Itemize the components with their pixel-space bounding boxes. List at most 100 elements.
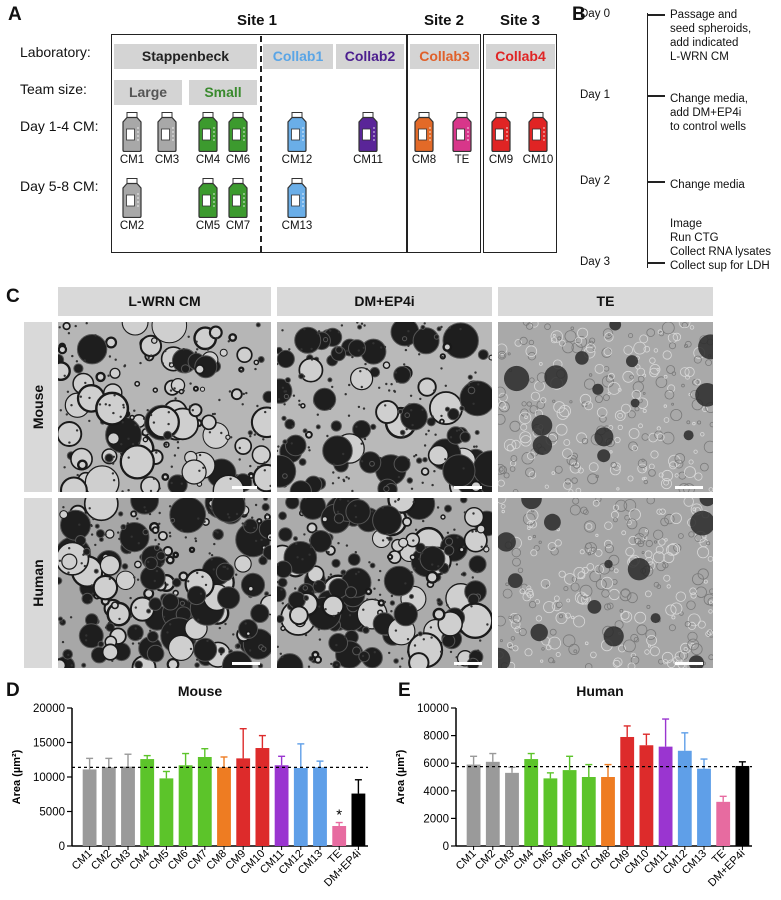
bar xyxy=(466,764,481,846)
lab-stappenbeck: Stappenbeck xyxy=(114,44,257,69)
bar xyxy=(697,768,711,846)
significance-mark: * xyxy=(336,807,342,824)
bar xyxy=(677,750,692,846)
team-small: Small xyxy=(189,80,257,105)
timeline-tick xyxy=(647,14,665,16)
timeline-step: Change media xyxy=(670,179,745,191)
timeline-step: Collect sup for LDH xyxy=(670,260,770,272)
y-tick-label: 8000 xyxy=(423,731,449,743)
timeline-step: L-WRN CM xyxy=(670,51,729,63)
x-tick-label: CM2 xyxy=(89,848,114,873)
site-3-title: Site 3 xyxy=(499,12,541,29)
bottle-label: CM10 xyxy=(522,154,554,166)
bottle-label: CM2 xyxy=(119,220,145,232)
x-tick-label: CM1 xyxy=(70,848,95,873)
bottle-icon xyxy=(157,112,177,152)
bottle-icon xyxy=(287,178,307,218)
x-tick-label: CM8 xyxy=(588,848,613,873)
bottle-icon xyxy=(528,112,548,152)
y-axis-title: Area (µm²) xyxy=(11,749,23,804)
x-tick-label: CM7 xyxy=(569,848,594,873)
timeline-tick xyxy=(647,181,665,183)
micrograph-image xyxy=(277,322,492,492)
x-tick-label: CM6 xyxy=(550,848,575,873)
bottle-label: CM8 xyxy=(411,154,437,166)
team-large: Large xyxy=(114,80,182,105)
x-tick-label: CM5 xyxy=(531,848,556,873)
site-1-divider xyxy=(260,36,262,252)
bottle-icon xyxy=(228,112,248,152)
timeline-day: Day 2 xyxy=(580,175,611,187)
timeline-step: Collect RNA lysates xyxy=(670,246,771,258)
bar xyxy=(159,778,174,846)
micrograph-image xyxy=(58,498,271,668)
x-tick-label: CM1 xyxy=(454,848,479,873)
bar xyxy=(505,772,519,846)
timeline-step: Run CTG xyxy=(670,232,719,244)
bar xyxy=(293,768,308,846)
bottle-label: CM5 xyxy=(195,220,221,232)
row-label-day-1-4: Day 1-4 CM: xyxy=(20,118,99,134)
bar xyxy=(620,736,635,846)
bottle-label: CM12 xyxy=(281,154,313,166)
row-label-laboratory: Laboratory: xyxy=(20,44,91,60)
bar xyxy=(658,746,673,846)
timeline-tick xyxy=(647,95,665,97)
y-tick-label: 5000 xyxy=(39,807,65,819)
lab-collab4: Collab4 xyxy=(486,44,555,69)
bottle-label: CM1 xyxy=(119,154,145,166)
col-header-lwrn: L-WRN CM xyxy=(58,287,271,316)
scale-bar xyxy=(454,662,482,665)
bottle-icon xyxy=(198,112,218,152)
row-label-day-5-8: Day 5-8 CM: xyxy=(20,178,99,194)
bar xyxy=(121,766,135,846)
scale-bar xyxy=(454,486,482,489)
panel-b-letter: B xyxy=(572,4,586,25)
row-header-human: Human xyxy=(24,498,52,668)
col-header-dm-ep4i: DM+EP4i xyxy=(277,287,492,316)
x-tick-label: CM7 xyxy=(185,848,210,873)
bar xyxy=(351,793,366,846)
y-tick-label: 20000 xyxy=(33,703,65,715)
bottle-icon xyxy=(198,178,218,218)
bar xyxy=(255,748,270,846)
bar xyxy=(332,825,347,846)
scale-bar xyxy=(232,486,257,489)
site-1-box xyxy=(111,34,407,253)
site-2-title: Site 2 xyxy=(423,12,465,29)
x-tick-label: DM+EP4i xyxy=(706,848,748,890)
bottle-label: CM11 xyxy=(353,154,383,166)
y-tick-label: 0 xyxy=(59,841,65,853)
timeline-step: add indicated xyxy=(670,37,739,49)
y-tick-label: 10000 xyxy=(33,772,65,784)
bar xyxy=(735,765,750,846)
bottle-label: CM3 xyxy=(154,154,180,166)
bar xyxy=(274,765,289,846)
bottle-icon xyxy=(287,112,307,152)
bar xyxy=(313,767,327,846)
bottle-label: CM9 xyxy=(488,154,514,166)
timeline-step: Passage and xyxy=(670,9,738,21)
bar xyxy=(562,770,577,846)
row-label-team-size: Team size: xyxy=(20,81,87,97)
scale-bar xyxy=(675,486,703,489)
bar xyxy=(601,777,615,846)
bottle-icon xyxy=(452,112,472,152)
x-tick-label: CM3 xyxy=(108,848,133,873)
chart-d-title: Mouse xyxy=(177,683,223,699)
bottle-icon xyxy=(358,112,378,152)
bottle-icon xyxy=(122,178,142,218)
micrograph-image xyxy=(498,322,713,492)
timeline-step: seed spheroids, xyxy=(670,23,752,35)
x-tick-label: CM8 xyxy=(204,848,229,873)
site-1-title: Site 1 xyxy=(236,12,278,29)
bottle-icon xyxy=(414,112,434,152)
micrograph-image xyxy=(498,498,713,668)
bottle-label: CM6 xyxy=(225,154,251,166)
x-tick-label: CM6 xyxy=(166,848,191,873)
lab-collab1: Collab1 xyxy=(263,44,333,69)
bottle-label: CM13 xyxy=(281,220,313,232)
bar xyxy=(217,767,231,846)
bar xyxy=(716,801,731,846)
